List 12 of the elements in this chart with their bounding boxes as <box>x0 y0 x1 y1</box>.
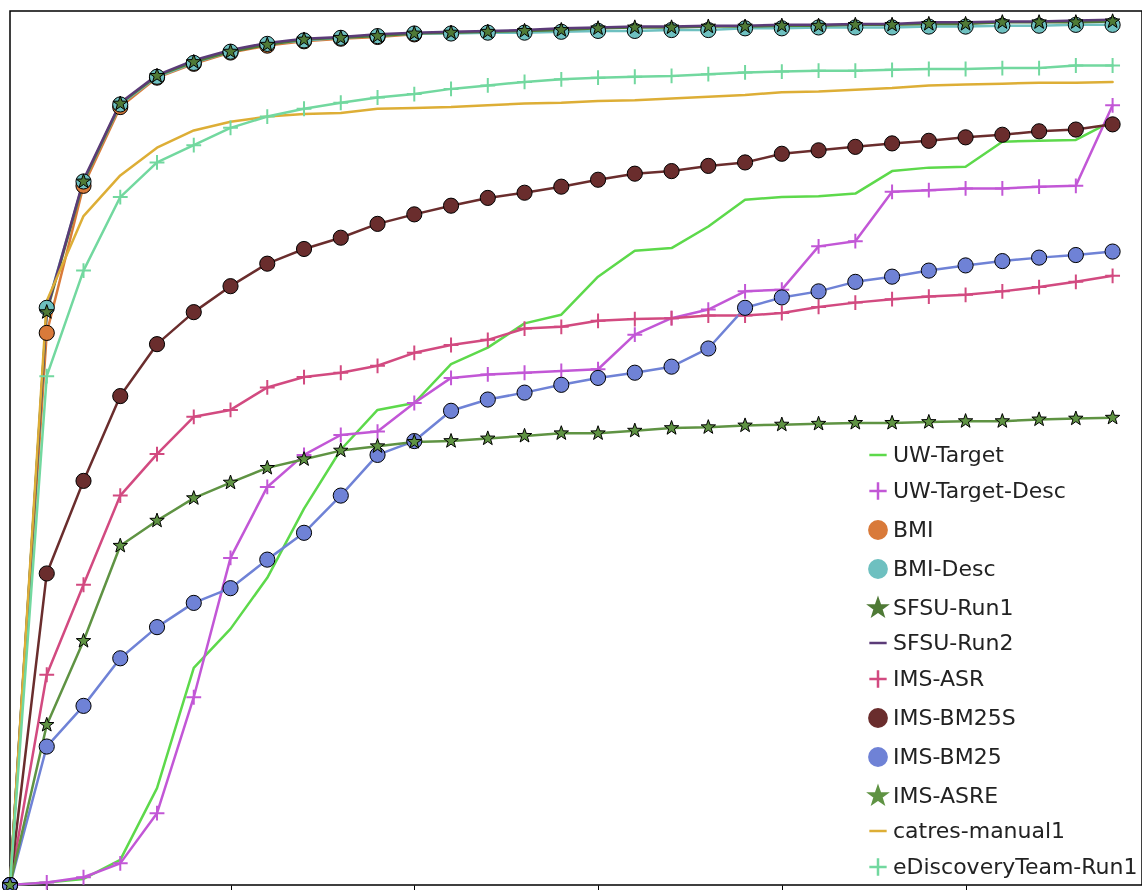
legend-label: BMI-Desc <box>893 556 996 581</box>
legend-label: UW-Target <box>893 442 1005 467</box>
legend-label: UW-Target-Desc <box>893 478 1066 503</box>
legend-label: IMS-BM25S <box>893 705 1016 730</box>
legend-label: SFSU-Run2 <box>893 630 1014 655</box>
legend-label: IMS-ASR <box>893 666 985 691</box>
legend-label: catres-manual1 <box>893 818 1066 843</box>
legend-label: eDiscoveryTeam-Run1 <box>893 854 1138 879</box>
legend-label: BMI <box>893 517 934 542</box>
legend-label: IMS-BM25 <box>893 744 1002 769</box>
legend-label: IMS-ASRE <box>893 783 999 808</box>
legend-label: SFSU-Run1 <box>893 595 1014 620</box>
